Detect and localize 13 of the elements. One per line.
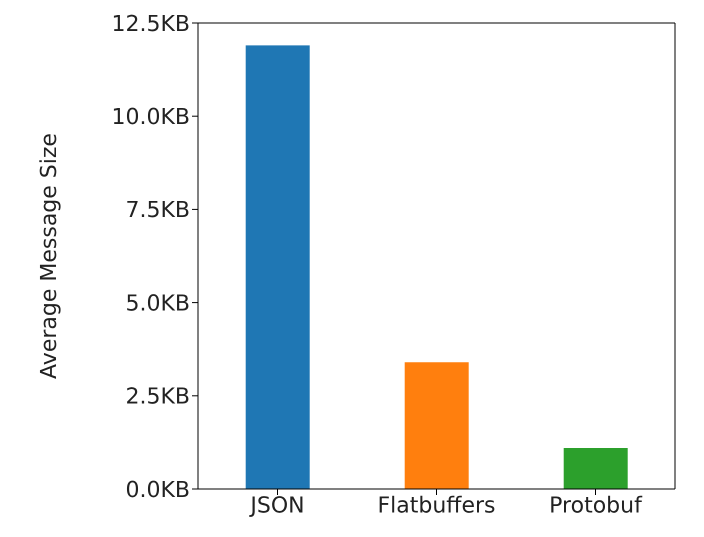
x-tick-label: Protobuf: [549, 494, 644, 519]
x-tick-label: JSON: [248, 494, 305, 519]
bar: [246, 45, 310, 489]
x-tick-label: Flatbuffers: [378, 494, 496, 519]
y-axis-title: Average Message Size: [36, 133, 62, 379]
y-tick-label: 7.5KB: [125, 198, 190, 224]
y-tick-label: 2.5KB: [125, 384, 190, 410]
bar: [404, 362, 469, 489]
y-tick-label: 12.5KB: [111, 12, 190, 37]
y-tick-label: 5.0KB: [125, 291, 190, 316]
y-tick-label: 10.0KB: [111, 105, 190, 130]
y-tick-label: 0.0KB: [125, 478, 190, 503]
bar: [564, 448, 628, 489]
